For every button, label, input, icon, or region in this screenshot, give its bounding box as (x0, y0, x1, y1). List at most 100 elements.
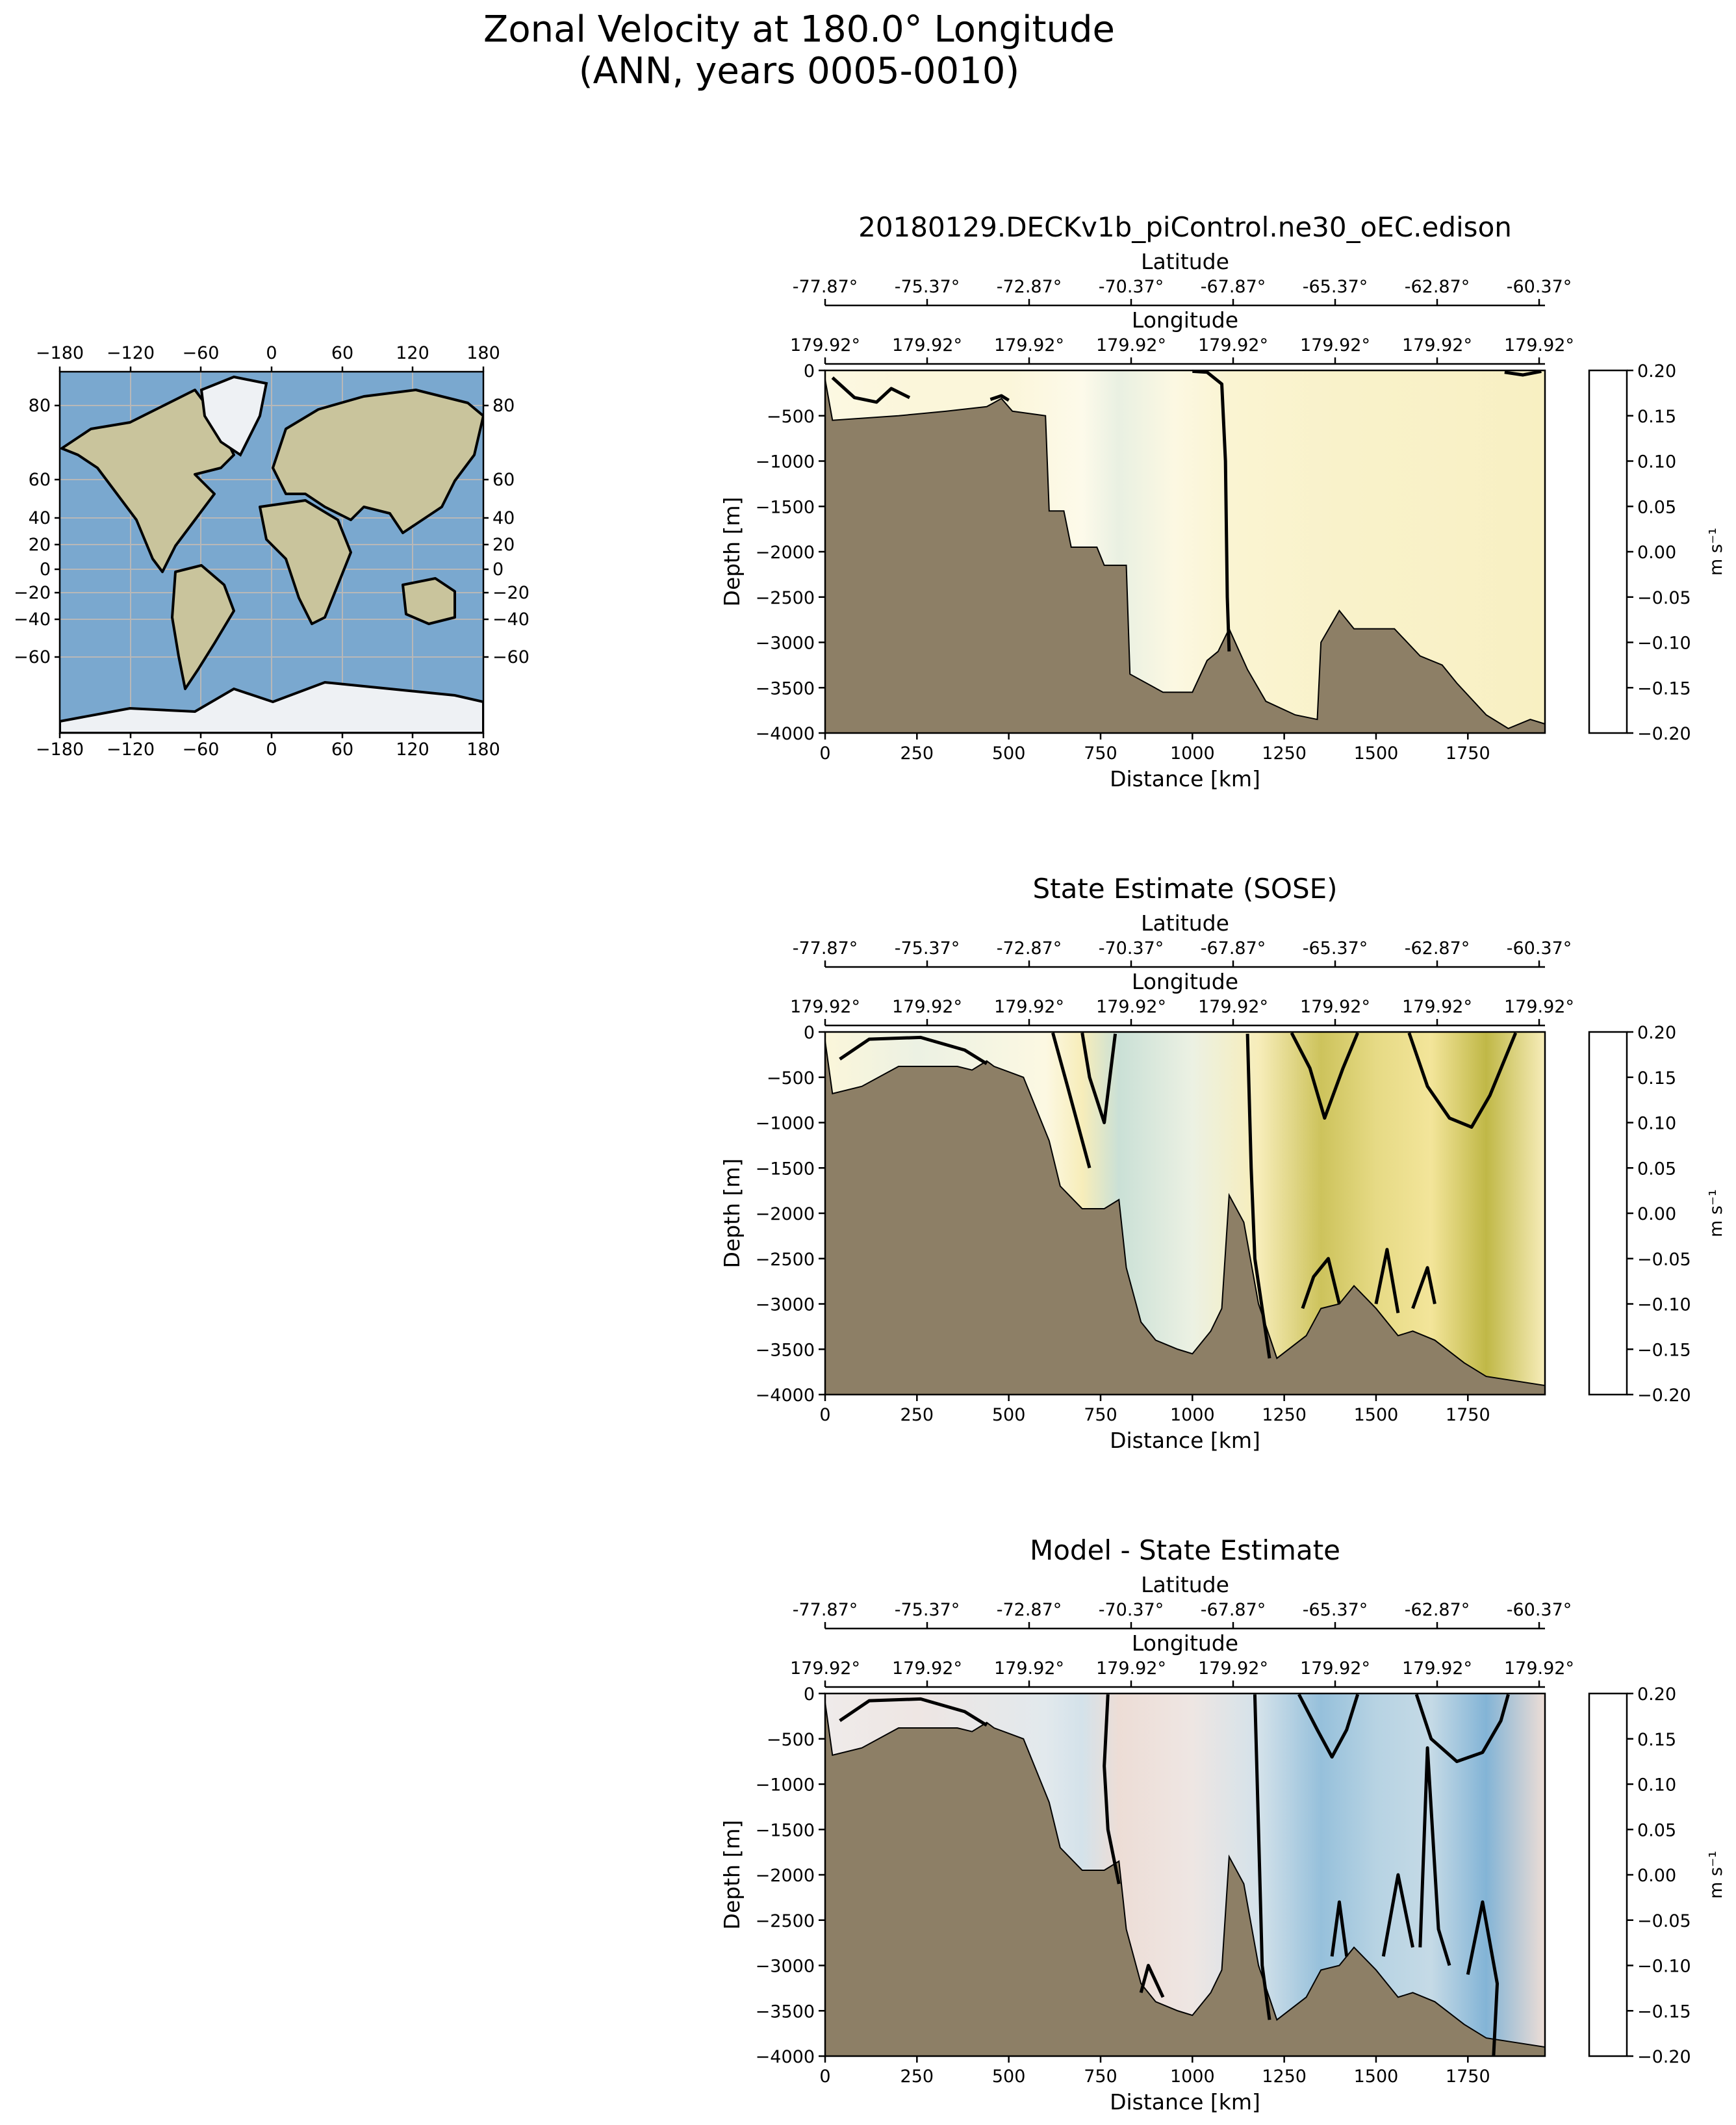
colorbar-gradient (1588, 1692, 1628, 2057)
x-tick-label: 1500 (1354, 1405, 1399, 1425)
map-africa (259, 499, 352, 625)
colorbar-tick-label: 0.20 (1637, 1023, 1676, 1043)
latitude-tick-label: -70.37° (1099, 1600, 1164, 1620)
x-tick-label: 0 (819, 2067, 830, 2087)
longitude-tick-label: 179.92° (1504, 1658, 1574, 1679)
panel-1: 0 250 500 750 1000 1250 1500 1750 Distance [km] 0… (719, 873, 1726, 1453)
longitude-tick-label: 179.92° (1096, 997, 1166, 1017)
colorbar-label: m s⁻¹ (1706, 1851, 1726, 1899)
y-tick-label: −500 (767, 1730, 815, 1750)
latitude-tick-label: -62.87° (1405, 938, 1470, 959)
map-right-tick-label: 60 (492, 470, 515, 490)
longitude-tick-label: 179.92° (1402, 997, 1472, 1017)
colorbar-tick-label: −0.10 (1637, 1957, 1691, 1977)
x-tick-label: 250 (900, 743, 934, 764)
panel-contour (989, 394, 1010, 402)
longitude-tick-label: 179.92° (892, 997, 962, 1017)
colorbar-tick-label: −0.15 (1637, 2002, 1691, 2022)
colorbar-tick-label: −0.15 (1637, 678, 1691, 699)
longitude-tick-label: 179.92° (1198, 1658, 1268, 1679)
colorbar-tick-label: −0.20 (1637, 2047, 1691, 2067)
colorbar-tick-label: 0.00 (1637, 543, 1676, 563)
y-tick-label: −500 (767, 407, 815, 427)
colorbar-tick-label: 0.05 (1637, 497, 1676, 517)
latitude-tick-label: -72.87° (997, 1600, 1062, 1620)
panel-contour (1414, 1694, 1510, 1764)
y-tick-label: −2000 (756, 543, 815, 563)
panel-contour (1290, 1032, 1359, 1120)
colorbar-tick-label: 0.10 (1637, 452, 1676, 472)
colorbar-tick-label: 0.20 (1637, 1684, 1676, 1705)
longitude-tick-label: 179.92° (790, 997, 860, 1017)
x-tick-label: 1000 (1170, 1405, 1215, 1425)
colorbar-tick-label: −0.15 (1637, 1340, 1691, 1360)
panel-contour (1381, 1873, 1414, 1957)
latitude-tick-label: -77.87° (793, 277, 858, 297)
map-top-tick-label: 60 (331, 343, 353, 363)
map-antarctica (60, 680, 483, 733)
panel-contour (1407, 1032, 1518, 1129)
panel-bathymetry (824, 379, 1546, 734)
colorbar-tick-label: 0.15 (1637, 1730, 1676, 1750)
colorbar-tick-label: −0.05 (1637, 588, 1691, 608)
panel-contour (1504, 369, 1542, 377)
x-tick-label: 0 (819, 743, 830, 764)
map-left-tick-label: 0 (40, 560, 51, 580)
colorbar-tick-label: −0.20 (1637, 1385, 1691, 1406)
longitude-axis-label: Longitude (1132, 307, 1238, 333)
latitude-tick-label: -70.37° (1099, 277, 1164, 297)
y-tick-label: −2500 (756, 588, 815, 608)
colorbar-gradient (1588, 369, 1628, 734)
longitude-axis-label: Longitude (1132, 969, 1238, 994)
longitude-tick-label: 179.92° (1402, 1658, 1472, 1679)
map-bottom-tick-label: −60 (183, 740, 220, 760)
latitude-tick-label: -67.87° (1201, 1600, 1266, 1620)
colorbar: 0.20 0.15 0.10 0.05 0.00 −0.05 −0.10 −0.15 −0.20… (1588, 361, 1726, 744)
latitude-tick-label: -75.37° (895, 1600, 960, 1620)
longitude-tick-label: 179.92° (1096, 1658, 1166, 1679)
longitude-tick-label: 179.92° (1300, 1658, 1370, 1679)
map-left-tick-label: −20 (14, 583, 51, 603)
y-tick-label: −2500 (756, 1250, 815, 1270)
x-tick-label: 1250 (1262, 2067, 1307, 2087)
map-australia (402, 577, 456, 625)
latitude-tick-label: -75.37° (895, 938, 960, 959)
panel-contour (1080, 1032, 1117, 1124)
x-tick-label: 1750 (1446, 2067, 1490, 2087)
map-top-tick-label: 180 (466, 343, 500, 363)
map-left-tick-label: 20 (29, 535, 51, 555)
longitude-tick-label: 179.92° (892, 1658, 962, 1679)
latitude-tick-label: -70.37° (1099, 938, 1164, 959)
map-bottom-tick-label: −180 (36, 740, 84, 760)
x-tick-label: 1750 (1446, 1405, 1490, 1425)
y-tick-label: −500 (767, 1068, 815, 1088)
panel-contour (1418, 1746, 1451, 1966)
map-right-tick-label: −40 (492, 610, 530, 630)
colorbar-tick-label: 0.10 (1637, 1114, 1676, 1134)
y-tick-label: −3500 (756, 678, 815, 699)
y-tick-label: −4000 (756, 1385, 815, 1406)
map-bottom-tick-label: 180 (466, 740, 500, 760)
panel-title: State Estimate (SOSE) (1032, 873, 1337, 905)
colorbar-tick-label: 0.05 (1637, 1820, 1676, 1840)
x-tick-label: 500 (992, 743, 1026, 764)
colorbar-label: m s⁻¹ (1706, 528, 1726, 576)
x-tick-label: 500 (992, 2067, 1026, 2087)
map-top-tick-label: −120 (107, 343, 155, 363)
longitude-axis-label: Longitude (1132, 1630, 1238, 1656)
x-tick-label: 1000 (1170, 743, 1215, 764)
latitude-tick-label: -67.87° (1201, 938, 1266, 959)
y-tick-label: −3500 (756, 1340, 815, 1360)
map-right-tick-label: 40 (492, 508, 515, 528)
x-axis-label: Distance [km] (1110, 766, 1260, 792)
map-right-tick-label: −60 (492, 647, 530, 667)
colorbar-tick-label: −0.10 (1637, 634, 1691, 654)
panel-contour (1466, 1900, 1500, 2057)
panel-contour (1245, 1033, 1271, 1359)
x-tick-label: 250 (900, 1405, 934, 1425)
y-tick-label: −4000 (756, 724, 815, 744)
map-bottom-tick-label: 120 (396, 740, 429, 760)
panel-contour (839, 1697, 988, 1727)
latitude-tick-label: -60.37° (1507, 1600, 1572, 1620)
